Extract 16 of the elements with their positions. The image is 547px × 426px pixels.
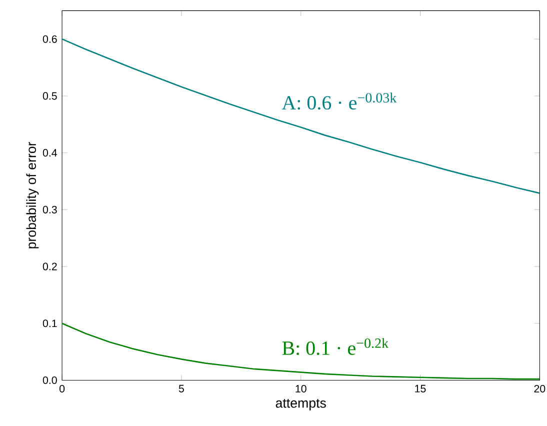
x-tick-label: 5	[178, 384, 184, 392]
y-tick-label: 0.6	[42, 35, 57, 43]
y-tick-label: 0.1	[42, 319, 57, 328]
y-axis-title: probability of error	[26, 142, 39, 248]
y-tick-label: 0.3	[42, 206, 57, 214]
x-tick-label: 10	[296, 384, 306, 392]
x-tick-label: 0	[59, 384, 65, 392]
y-tick-label: 0.5	[42, 92, 57, 100]
x-tick-label: 20	[534, 384, 546, 392]
series-label: B: 0.1 · e$^{−0.2k}$	[282, 338, 389, 355]
series-label: A: 0.6 · e$^{−0.03k}$	[282, 92, 397, 110]
x-tick-label: 15	[415, 384, 426, 392]
y-tick-label: 0.2	[42, 262, 57, 270]
y-tick-label: 0.4	[42, 148, 58, 156]
x-axis-title: attempts	[276, 398, 326, 410]
y-tick-label: 0.0	[42, 376, 57, 384]
